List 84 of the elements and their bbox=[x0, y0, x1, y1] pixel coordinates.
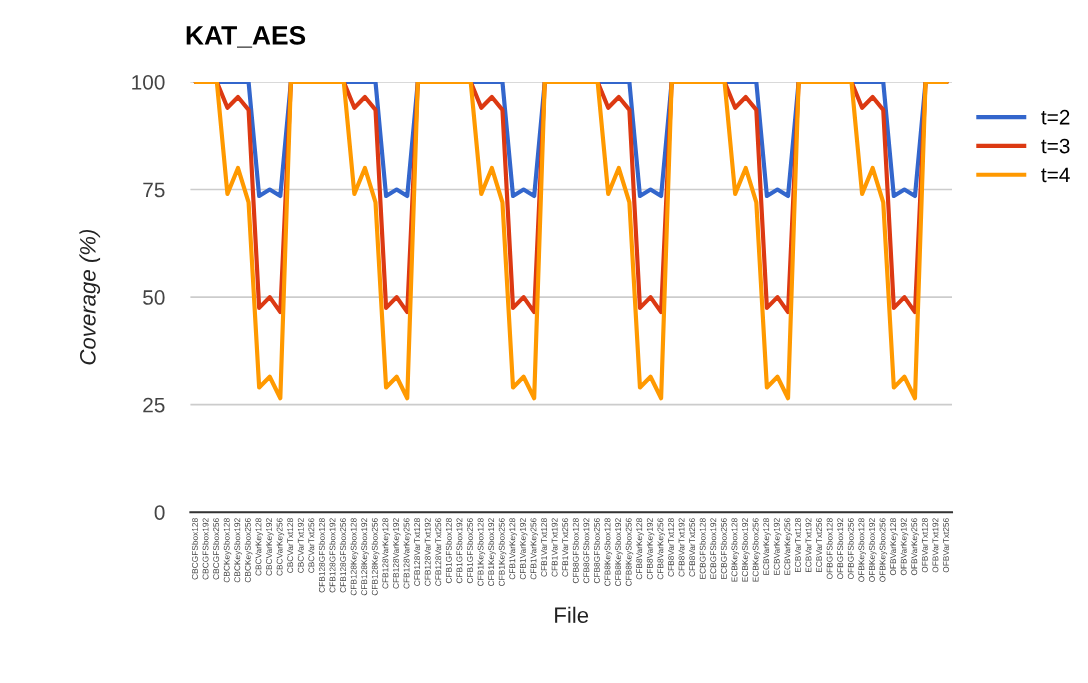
x-tick-label: OFBGFSbox128 bbox=[826, 518, 833, 580]
x-tick-label: CFB128GFSbox192 bbox=[329, 518, 336, 593]
x-tick-label: CBCGFSbox192 bbox=[202, 518, 209, 580]
x-tick-label: CFB1KeySbox256 bbox=[498, 518, 507, 586]
x-tick-label: ECBKeySbox192 bbox=[741, 518, 750, 582]
x-tick-label: CFB1VarKey256 bbox=[530, 518, 539, 580]
x-tick-label: CBCVarTxt128 bbox=[287, 518, 294, 573]
x-tick-label: CBCVarTxt256 bbox=[308, 518, 315, 573]
x-tick-label: CFB128KeySbox128 bbox=[350, 518, 359, 596]
x-tick-label: ECBGFSbox192 bbox=[710, 518, 717, 579]
x-tick-label: CFB8VarKey192 bbox=[646, 518, 655, 580]
x-tick-label: CFB8KeySbox192 bbox=[614, 518, 623, 586]
x-tick-label: CFB8VarTxt192 bbox=[678, 518, 685, 577]
x-tick-label: CFB8VarKey128 bbox=[636, 518, 644, 580]
x-tick-label: CFB1GFSbox256 bbox=[466, 518, 473, 584]
x-tick-label: CBCKeySbox256 bbox=[244, 518, 253, 583]
y-tick-label: 75 bbox=[143, 182, 165, 198]
y-tick-label: 0 bbox=[154, 505, 165, 520]
x-tick-label: OFBGFSbox256 bbox=[847, 518, 854, 580]
x-tick-label: OFBVarTxt192 bbox=[932, 518, 939, 573]
x-tick-label: CFB128GFSbox128 bbox=[318, 518, 325, 593]
y-tick-label: 100 bbox=[132, 74, 165, 90]
x-tick-label: ECBVarTxt256 bbox=[816, 518, 823, 573]
x-tick-label: CFB8VarTxt256 bbox=[689, 518, 696, 577]
y-tick-label: 50 bbox=[143, 290, 165, 305]
x-tick-label: CFB8VarTxt128 bbox=[668, 518, 674, 577]
x-tick-label: OFBKeySbox256 bbox=[879, 518, 888, 582]
x-tick-label: CFB128KeySbox256 bbox=[371, 518, 380, 596]
x-tick-label: CFB8GFSbox256 bbox=[593, 518, 600, 584]
x-tick-label: ECBGFSbox128 bbox=[699, 518, 706, 579]
x-tick-label: CFB8KeySbox256 bbox=[625, 518, 634, 586]
x-tick-label: CFB1VarTxt192 bbox=[551, 518, 558, 577]
legend-label: t=3 bbox=[1041, 138, 1070, 154]
x-tick-label: ECBVarKey128 bbox=[763, 518, 771, 575]
x-tick-label: CFB128VarKey256 bbox=[403, 518, 412, 589]
x-tick-label: CBCVarTxt192 bbox=[297, 518, 304, 573]
line-series bbox=[193, 81, 949, 401]
x-tick-label: CFB128GFSbox256 bbox=[339, 518, 347, 593]
x-tick-label: ECBVarKey192 bbox=[773, 518, 782, 575]
x-tick-label: ECBVarTxt192 bbox=[805, 518, 812, 573]
x-tick-label: OFBVarKey128 bbox=[890, 518, 898, 576]
chart-title: KAT_AES bbox=[186, 25, 306, 48]
x-tick-label: CFB1GFSbox192 bbox=[456, 518, 463, 584]
x-tick-label: OFBVarTxt128 bbox=[921, 518, 928, 573]
x-tick-label: CFB8KeySbox128 bbox=[604, 518, 613, 586]
x-tick-label: OFBVarTxt256 bbox=[943, 518, 949, 573]
x-tick-label: OFBKeySbox128 bbox=[858, 518, 866, 582]
x-tick-label: CFB1VarKey128 bbox=[509, 518, 517, 580]
x-tick-label: ECBVarTxt128 bbox=[794, 518, 801, 573]
y-axis-title: Coverage (%) bbox=[79, 229, 101, 365]
x-tick-label: CFB8GFSbox192 bbox=[583, 518, 590, 584]
x-tick-label: CFB1KeySbox128 bbox=[477, 518, 486, 586]
x-tick-label: ECBKeySbox256 bbox=[752, 518, 761, 582]
x-tick-label: CBCVarKey192 bbox=[266, 518, 274, 576]
x-tick-label: OFBVarKey192 bbox=[900, 518, 909, 576]
x-tick-label: OFBGFSbox192 bbox=[837, 518, 844, 580]
x-tick-label: CFB128VarTxt192 bbox=[424, 518, 431, 586]
x-tick-label: CFB8GFSbox128 bbox=[572, 518, 579, 584]
x-tick-label: CFB128VarTxt128 bbox=[414, 518, 421, 586]
x-tick-label: OFBKeySbox192 bbox=[868, 518, 877, 582]
x-tick-label: CBCGFSbox128 bbox=[191, 518, 198, 580]
x-tick-label: CFB1KeySbox192 bbox=[487, 518, 496, 586]
legend-label: t=4 bbox=[1041, 167, 1070, 183]
y-tick-label: 25 bbox=[143, 397, 165, 413]
x-tick-label: CFB1VarTxt128 bbox=[541, 518, 547, 577]
x-tick-label: ECBGFSbox256 bbox=[720, 518, 727, 579]
x-tick-label: OFBVarKey256 bbox=[911, 518, 919, 576]
x-tick-label: ECBVarKey256 bbox=[784, 518, 792, 575]
x-axis-title: File bbox=[555, 606, 589, 624]
x-tick-label: CFB1VarKey192 bbox=[519, 518, 528, 580]
x-tick-label: CFB1GFSbox128 bbox=[445, 518, 452, 584]
x-tick-label: ECBKeySbox128 bbox=[731, 518, 740, 582]
x-tick-label: CBCGFSbox256 bbox=[212, 518, 220, 580]
x-tick-label: CFB128VarKey128 bbox=[382, 518, 390, 589]
x-tick-label: CFB128VarKey192 bbox=[393, 518, 401, 589]
legend-label: t=2 bbox=[1041, 109, 1070, 125]
x-tick-label: CFB128KeySbox192 bbox=[361, 518, 369, 596]
x-tick-label: CFB1VarTxt256 bbox=[562, 518, 569, 577]
x-tick-label: CFB128VarTxt256 bbox=[435, 518, 442, 586]
x-tick-label: CBCVarKey128 bbox=[255, 518, 264, 576]
x-tick-label: CBCKeySbox128 bbox=[223, 518, 232, 583]
x-tick-label: CBCVarKey256 bbox=[276, 518, 285, 576]
x-tick-label: CFB8VarKey256 bbox=[657, 518, 665, 580]
x-tick-label: CBCKeySbox192 bbox=[234, 518, 242, 583]
